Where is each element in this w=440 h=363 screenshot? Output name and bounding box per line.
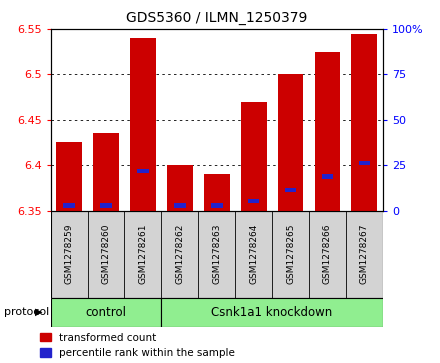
Text: protocol: protocol (4, 307, 50, 317)
Bar (322, 174, 333, 179)
Bar (204, 174, 230, 211)
Text: GSM1278267: GSM1278267 (360, 224, 369, 284)
Text: GSM1278265: GSM1278265 (286, 224, 295, 284)
Bar (285, 188, 296, 192)
Text: GSM1278263: GSM1278263 (212, 224, 221, 284)
Title: GDS5360 / ILMN_1250379: GDS5360 / ILMN_1250379 (126, 11, 308, 25)
Text: Csnk1a1 knockdown: Csnk1a1 knockdown (212, 306, 333, 319)
Bar (51, 298, 161, 327)
Bar (100, 203, 112, 208)
Legend: transformed count, percentile rank within the sample: transformed count, percentile rank withi… (40, 333, 235, 358)
Text: GSM1278264: GSM1278264 (249, 224, 258, 284)
Text: GSM1278266: GSM1278266 (323, 224, 332, 284)
Bar (248, 199, 260, 203)
Text: GSM1278261: GSM1278261 (138, 224, 147, 284)
Bar (161, 298, 383, 327)
Bar (56, 142, 82, 211)
Bar (315, 52, 341, 211)
Text: ▶: ▶ (35, 307, 43, 317)
Text: GSM1278259: GSM1278259 (65, 224, 73, 284)
Bar (211, 203, 223, 208)
Bar (167, 165, 193, 211)
Bar (63, 203, 75, 208)
Text: GSM1278262: GSM1278262 (175, 224, 184, 284)
Text: control: control (85, 306, 126, 319)
Bar (278, 74, 304, 211)
Bar (137, 169, 149, 173)
Bar (359, 160, 370, 165)
Bar (241, 102, 267, 211)
Bar (352, 33, 377, 211)
Text: GSM1278260: GSM1278260 (102, 224, 110, 284)
Bar (174, 203, 186, 208)
Bar (93, 134, 119, 211)
Bar (130, 38, 156, 211)
